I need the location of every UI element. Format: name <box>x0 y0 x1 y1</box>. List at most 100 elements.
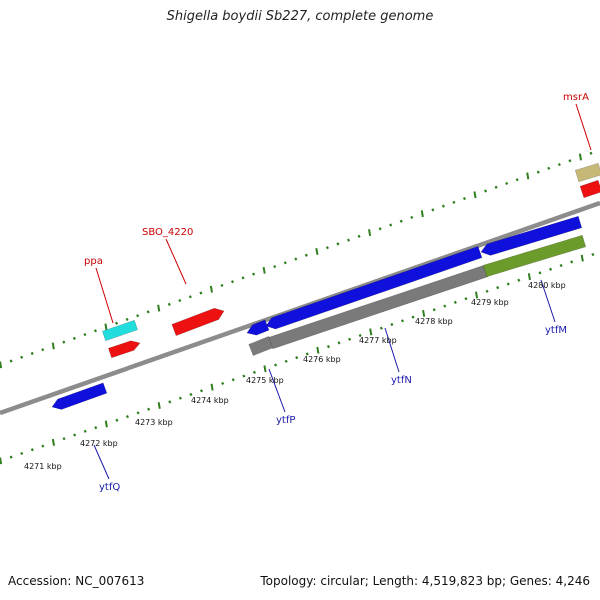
lower-tick <box>474 291 479 299</box>
gene-sbo-4220[interactable] <box>171 307 225 336</box>
lower-tick <box>210 383 214 391</box>
gene-label-ytfq[interactable]: ytfQ <box>99 482 120 493</box>
gene-ytfn[interactable] <box>268 264 489 350</box>
upper-tick <box>431 208 435 212</box>
scale-label-4279: 4279 kbp <box>471 298 509 307</box>
lower-tick <box>9 455 13 459</box>
upper-tick <box>283 261 287 265</box>
upper-tick <box>452 200 456 204</box>
gene-label-ytfn[interactable]: ytfN <box>391 375 412 386</box>
gene-label-ppa[interactable]: ppa <box>84 256 103 267</box>
upper-tick <box>157 304 161 312</box>
gene-label-msra[interactable]: msrA <box>563 92 589 103</box>
gene-long-blue[interactable] <box>265 245 483 330</box>
lower-tick <box>0 457 3 465</box>
gene-label-ytfp[interactable]: ytfP <box>276 415 295 426</box>
scale-labels: 4271 kbp 4272 kbp 4273 kbp 4274 kbp 4275… <box>24 281 566 471</box>
gene-label-sbo-4220[interactable]: SBO_4220 <box>142 227 193 238</box>
lower-tick <box>348 337 352 341</box>
upper-tick <box>0 361 3 369</box>
upper-tick <box>146 310 150 314</box>
scale-label-4274: 4274 kbp <box>191 396 229 405</box>
lower-tick <box>242 374 246 378</box>
scale-label-4273: 4273 kbp <box>135 418 173 427</box>
lower-tick <box>199 389 204 393</box>
map-title: Shigella boydii Sb227, complete genome <box>166 9 434 24</box>
upper-tick <box>336 242 340 246</box>
upper-tick <box>273 264 277 269</box>
upper-tick <box>241 276 245 280</box>
upper-tick <box>125 317 129 322</box>
lower-tick <box>295 356 299 360</box>
scale-label-4275: 4275 kbp <box>246 376 284 385</box>
upper-tick <box>420 210 424 218</box>
upper-tick <box>136 314 140 318</box>
upper-tick <box>578 153 583 161</box>
lower-tick <box>189 392 193 397</box>
lower-tick <box>20 451 24 456</box>
lower-tick <box>337 341 341 345</box>
lower-tick <box>527 273 531 281</box>
lower-tick <box>559 263 563 268</box>
scale-label-4272: 4272 kbp <box>80 439 118 448</box>
upper-tick <box>325 246 329 250</box>
upper-tick <box>589 151 593 155</box>
upper-tick <box>462 196 467 201</box>
lower-tick <box>570 260 574 264</box>
upper-tick <box>72 336 76 340</box>
gene-ppa-partner[interactable] <box>108 340 141 359</box>
gene-ppa[interactable] <box>101 319 139 342</box>
upper-tick <box>178 298 182 303</box>
upper-tick <box>220 283 224 288</box>
scale-label-4277: 4277 kbp <box>359 336 397 345</box>
lower-tick <box>41 444 45 448</box>
upper-tick <box>484 189 488 193</box>
lower-tick <box>411 315 415 319</box>
upper-tick <box>41 348 45 352</box>
connector-ytfp <box>268 368 286 413</box>
connector-ytfq <box>93 444 110 480</box>
lower-tick <box>30 448 34 452</box>
genome-summary-text: Topology: circular; Length: 4,519,823 bp… <box>260 574 590 588</box>
lower-tick <box>580 254 584 262</box>
gene-blue-right[interactable] <box>480 215 583 256</box>
lower-tick <box>422 309 426 317</box>
gene-msra-red[interactable] <box>579 179 600 199</box>
lower-tick <box>591 252 595 257</box>
lower-tick <box>62 437 66 441</box>
gene-label-ytfm[interactable]: ytfM <box>545 325 567 336</box>
lower-tick <box>168 400 172 404</box>
gene-msra-khaki[interactable] <box>574 162 600 183</box>
gene-ytfq[interactable] <box>51 382 108 410</box>
connector-ppa <box>95 267 114 324</box>
scale-label-4280: 4280 kbp <box>528 281 566 290</box>
lower-tick <box>549 267 553 271</box>
gene-ytfm[interactable] <box>482 234 587 278</box>
lower-tick <box>274 363 278 367</box>
scale-label-4278: 4278 kbp <box>415 317 453 326</box>
lower-tick-row <box>0 252 595 465</box>
upper-tick-row <box>0 151 593 369</box>
lower-tick <box>178 396 182 400</box>
upper-tick <box>252 272 256 276</box>
connector-ytfn <box>384 327 400 373</box>
upper-tick <box>167 302 171 306</box>
lower-tick <box>517 278 521 282</box>
lower-tick <box>83 429 87 433</box>
upper-tick <box>526 172 530 180</box>
upper-tick <box>547 166 551 170</box>
lower-tick <box>231 378 235 382</box>
lower-tick <box>358 333 362 338</box>
upper-tick <box>30 351 34 356</box>
lower-tick <box>496 286 500 290</box>
upper-tick <box>536 170 540 174</box>
lower-tick <box>305 352 309 356</box>
lower-tick <box>221 381 225 386</box>
lower-tick <box>379 326 383 330</box>
lower-tick <box>284 359 288 363</box>
upper-tick <box>188 295 192 299</box>
lower-tick <box>73 433 77 437</box>
upper-tick <box>557 162 561 167</box>
upper-tick <box>515 178 519 182</box>
